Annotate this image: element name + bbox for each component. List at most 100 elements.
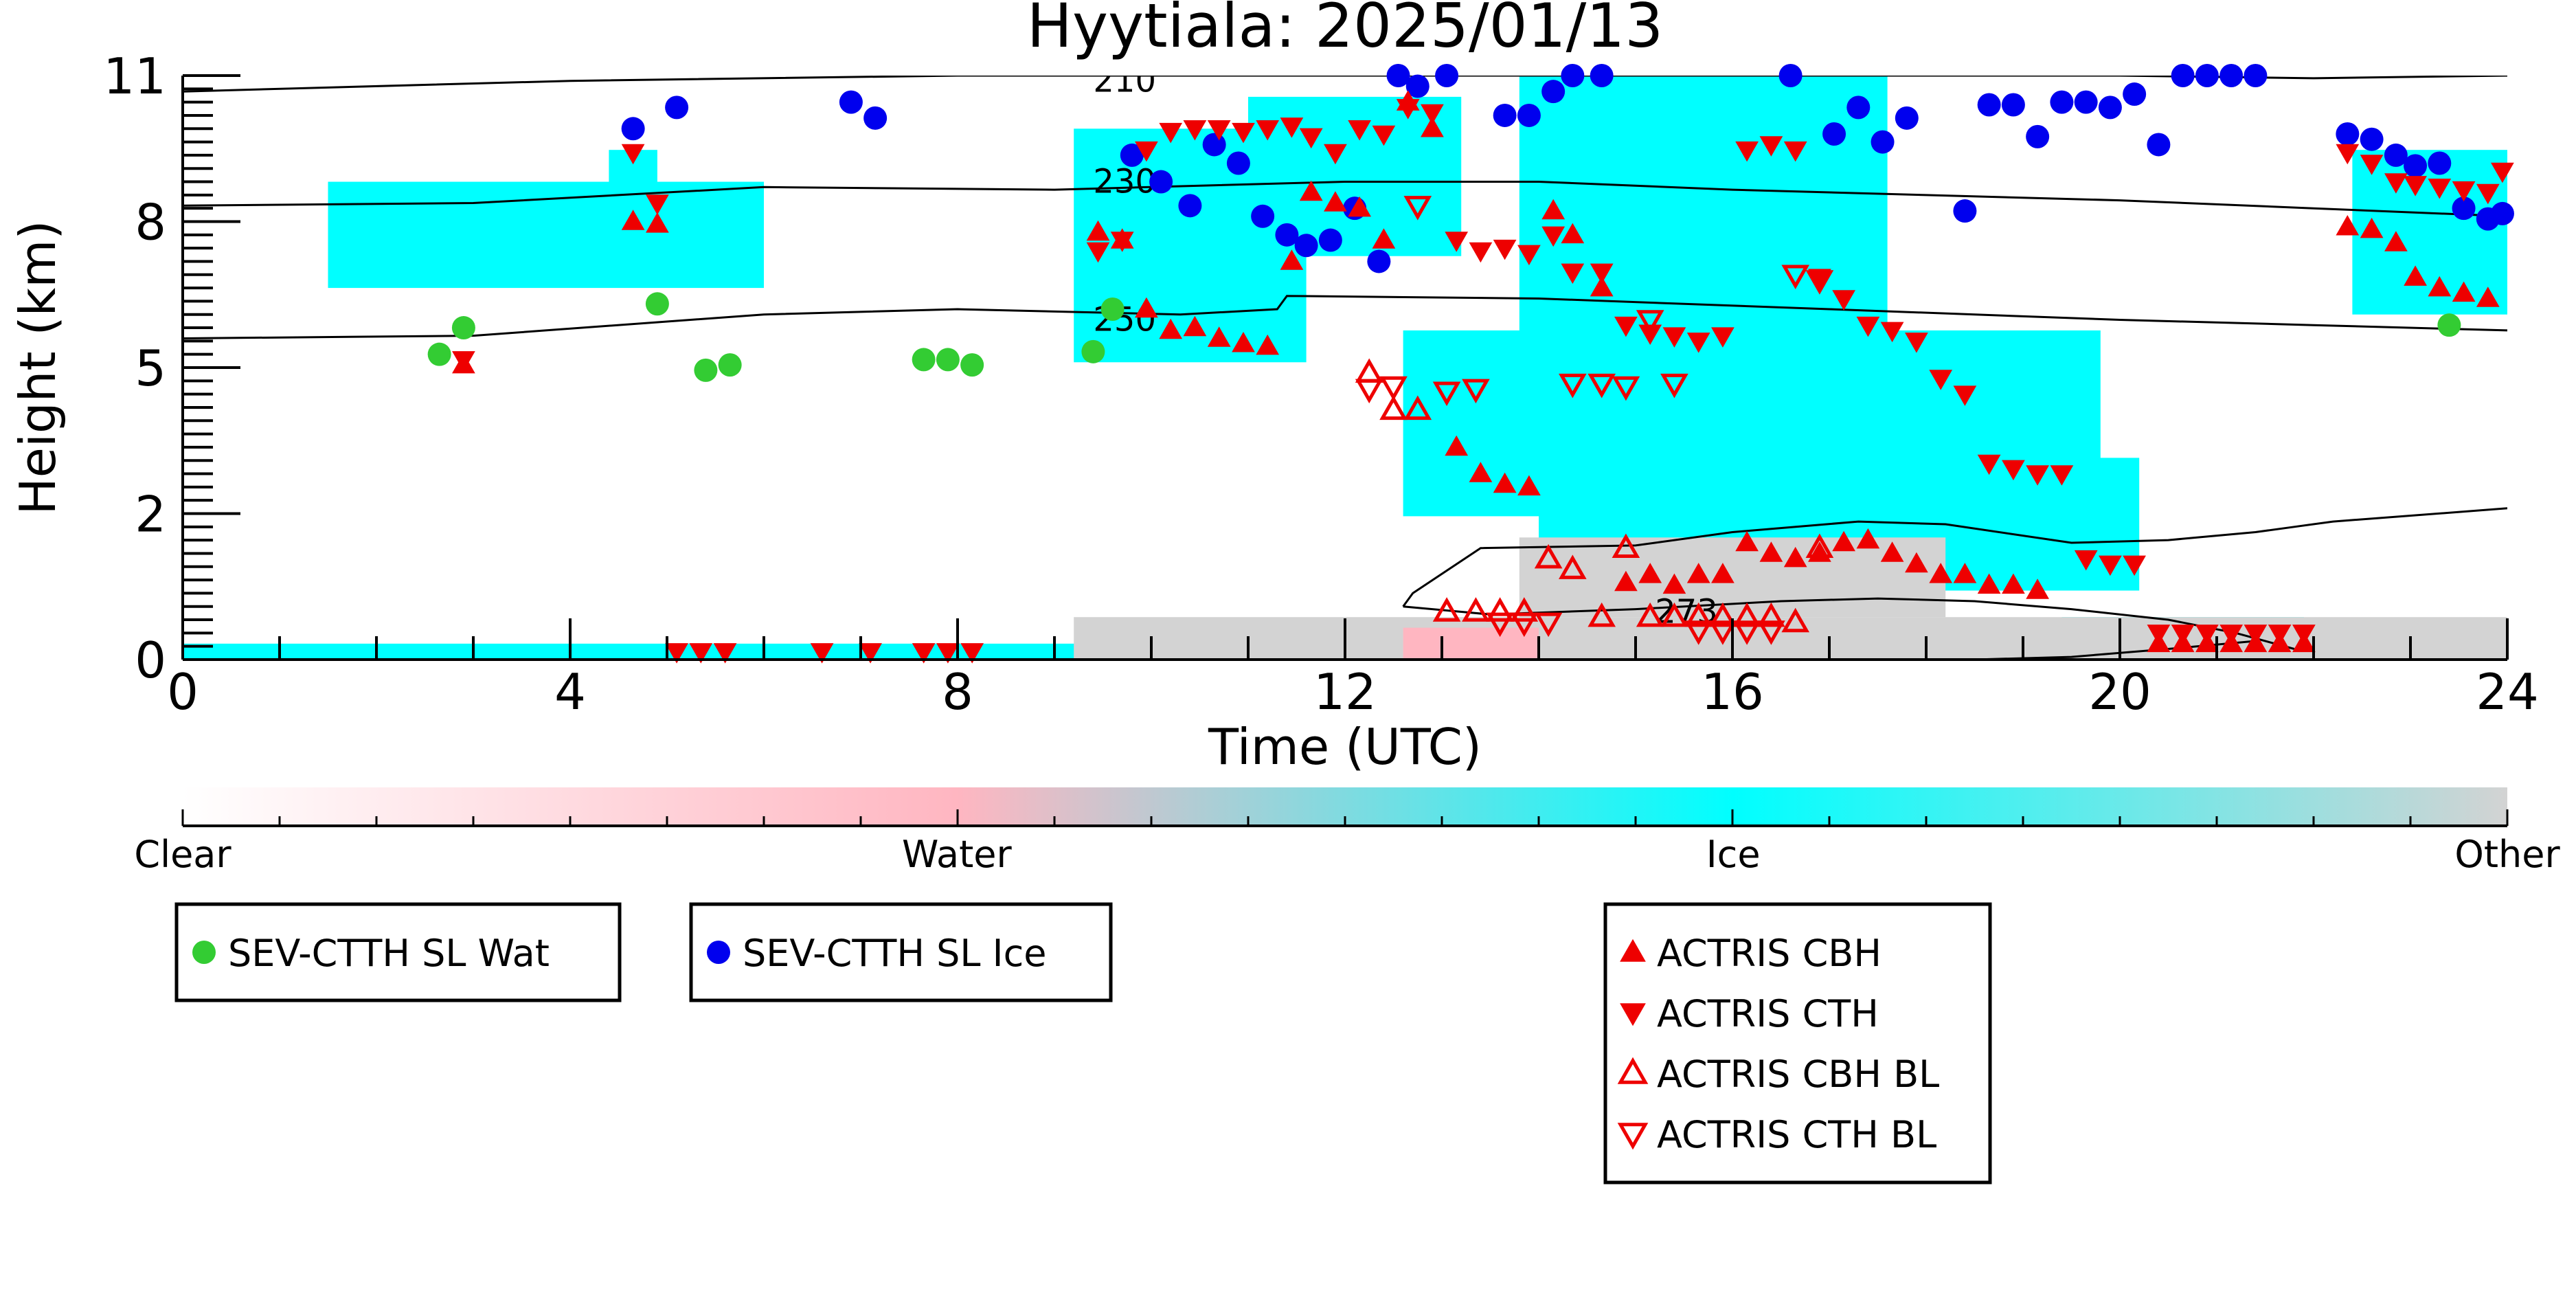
data-point (1953, 563, 1977, 583)
data-point (2437, 313, 2461, 337)
data-point (1871, 130, 1895, 154)
data-point (2074, 90, 2098, 114)
colorbar-label: Clear (134, 833, 231, 876)
data-point (1590, 263, 1614, 284)
data-point (1614, 316, 1638, 337)
data-point (1100, 298, 1125, 321)
data-point (2050, 90, 2074, 114)
data-point (2147, 133, 2171, 157)
data-point (2002, 460, 2025, 481)
data-point (1805, 270, 1834, 295)
y-tick-label: 8 (135, 194, 166, 251)
legend-marker (1617, 1123, 1649, 1150)
data-point (1832, 290, 1855, 311)
legend-box: SEV-CTTH SL Wat (174, 902, 622, 1002)
mask-water-12 (1403, 627, 1539, 660)
data-point (1759, 136, 1783, 157)
data-point (1275, 223, 1299, 247)
data-point (1781, 607, 1810, 633)
data-point (863, 106, 888, 130)
data-point (1636, 310, 1664, 335)
data-point (1856, 528, 1880, 549)
colorbar-label: Ice (1706, 833, 1761, 876)
data-point (2491, 162, 2514, 183)
data-point (2476, 287, 2500, 307)
data-point (1086, 220, 1110, 241)
data-point (1561, 263, 1585, 284)
data-point (1318, 228, 1342, 252)
x-tick-label: 24 (2476, 663, 2539, 721)
data-point (1294, 234, 1318, 258)
data-point (1348, 196, 1371, 217)
legend-marker (192, 941, 216, 964)
legend-label: ACTRIS CBH (1657, 932, 1882, 975)
data-point (1251, 204, 1275, 228)
data-point (665, 643, 688, 664)
data-point (1486, 597, 1514, 622)
data-point (2026, 579, 2049, 599)
series-actris-cbh-bl (1355, 358, 1834, 633)
data-point (1183, 315, 1207, 337)
data-point (1510, 612, 1539, 638)
data-point (1403, 196, 1432, 221)
data-point (1614, 570, 1638, 592)
colorbar-label: Other (2454, 833, 2560, 876)
legend-label: SEV-CTTH SL Ice (743, 932, 1047, 975)
legend-frame (689, 902, 1113, 1002)
data-point (1324, 191, 1347, 212)
data-point (1708, 620, 1737, 645)
data-point (2384, 231, 2408, 251)
data-point (1510, 597, 1539, 622)
y-tick-label: 11 (103, 47, 166, 105)
data-point (1232, 331, 1255, 352)
data-point (1469, 462, 1493, 482)
data-point (694, 358, 718, 382)
data-point (1638, 563, 1662, 583)
data-point (960, 353, 984, 377)
data-point (2490, 201, 2514, 225)
data-point (1905, 333, 1928, 353)
data-point (1435, 64, 1459, 87)
data-point (1379, 376, 1408, 401)
data-point (2147, 625, 2171, 645)
data-point (1135, 141, 1158, 162)
data-point (2336, 122, 2360, 146)
data-point (1590, 64, 1614, 87)
data-point (1856, 316, 1880, 337)
data-point (2292, 625, 2316, 645)
data-point (1590, 276, 1614, 297)
cloud-classification-layer (183, 76, 2507, 660)
data-point (1355, 358, 1383, 383)
data-point (2123, 82, 2147, 106)
data-point (2404, 176, 2427, 197)
data-point (1905, 552, 1928, 573)
data-point (621, 117, 645, 141)
temperature-contour-0 (183, 76, 2507, 93)
data-point (2195, 64, 2219, 87)
data-point (1953, 199, 1977, 223)
data-point (1684, 602, 1713, 627)
data-point (621, 144, 645, 165)
colorbar-label: Water (902, 833, 1012, 876)
data-point (1541, 226, 1566, 247)
data-point (1517, 245, 1541, 266)
data-point (1324, 144, 1347, 165)
data-point (2219, 64, 2244, 87)
data-point (1421, 104, 1444, 125)
data-point (1732, 602, 1761, 627)
data-point (1732, 620, 1761, 645)
data-point (2428, 276, 2452, 297)
data-point (1686, 563, 1710, 583)
data-point (2360, 127, 2384, 151)
data-point (1541, 199, 1566, 220)
data-point (1493, 472, 1517, 493)
data-point (936, 643, 960, 664)
data-point (2452, 181, 2476, 202)
data-point (1977, 454, 2001, 475)
data-point (1081, 339, 1105, 363)
data-point (1280, 117, 1304, 138)
data-point (1493, 239, 1517, 260)
data-point (1462, 597, 1490, 622)
data-point (1708, 602, 1737, 627)
